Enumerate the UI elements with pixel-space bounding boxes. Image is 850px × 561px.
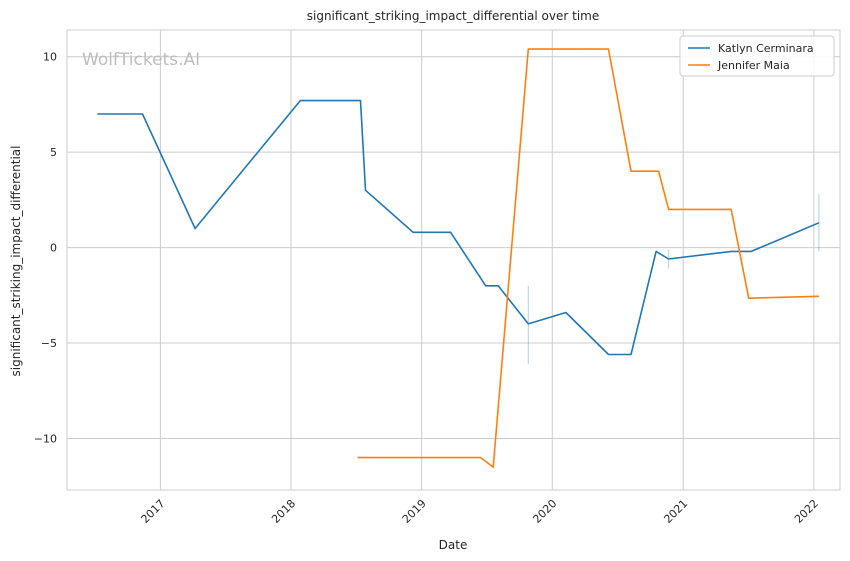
legend-label: Jennifer Maia bbox=[717, 59, 790, 72]
y-tick-label: −5 bbox=[41, 337, 57, 350]
y-tick-label: 5 bbox=[50, 146, 57, 159]
chart-title: significant_striking_impact_differential… bbox=[307, 9, 599, 23]
legend-label: Katlyn Cerminara bbox=[718, 42, 814, 55]
y-axis-title: significant_striking_impact_differential bbox=[9, 146, 23, 377]
watermark-text: WolfTickets.AI bbox=[82, 50, 200, 70]
plot-area-frame bbox=[66, 29, 841, 491]
data-series bbox=[97, 48, 820, 468]
series-line-1 bbox=[97, 99, 820, 356]
series-line-2 bbox=[357, 48, 819, 468]
y-tick-label: 0 bbox=[50, 242, 57, 255]
grid-lines bbox=[67, 30, 840, 490]
y-tick-label: 10 bbox=[43, 51, 57, 64]
legend-box bbox=[679, 35, 835, 77]
legend: Katlyn Cerminara Jennifer Maia bbox=[679, 35, 835, 77]
y-tick-label: −10 bbox=[34, 432, 57, 445]
x-axis-title: Date bbox=[439, 538, 468, 552]
